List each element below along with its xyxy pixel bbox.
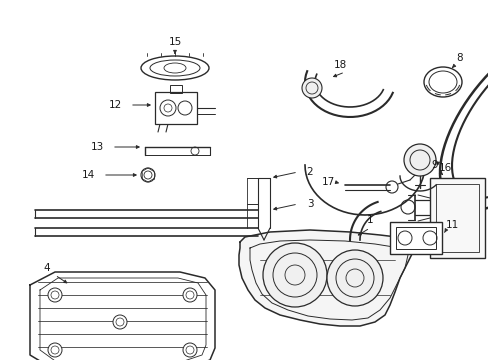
- Text: 4: 4: [43, 263, 50, 273]
- Circle shape: [113, 315, 127, 329]
- Bar: [395, 227, 435, 249]
- Bar: [155, 92, 197, 124]
- Text: 8: 8: [456, 53, 462, 63]
- Circle shape: [48, 288, 62, 302]
- Circle shape: [302, 78, 321, 98]
- Text: 13: 13: [90, 142, 103, 152]
- Text: 2: 2: [306, 167, 313, 177]
- Text: 12: 12: [108, 100, 122, 110]
- Circle shape: [183, 343, 197, 357]
- Circle shape: [403, 144, 435, 176]
- Circle shape: [326, 250, 382, 306]
- Text: 15: 15: [168, 37, 181, 47]
- Bar: [389, 222, 441, 254]
- Text: 1: 1: [366, 215, 372, 225]
- Bar: [435, 184, 478, 252]
- Circle shape: [263, 243, 326, 307]
- Polygon shape: [30, 272, 215, 360]
- Text: 3: 3: [306, 199, 313, 209]
- Text: 14: 14: [81, 170, 95, 180]
- Text: 9: 9: [431, 160, 437, 170]
- Text: 18: 18: [333, 60, 346, 70]
- Text: 11: 11: [445, 220, 458, 230]
- Text: 17: 17: [321, 177, 334, 187]
- Circle shape: [48, 343, 62, 357]
- Circle shape: [183, 288, 197, 302]
- Polygon shape: [239, 230, 414, 326]
- Bar: [170, 85, 182, 93]
- Bar: [429, 178, 484, 258]
- Text: 16: 16: [437, 163, 451, 173]
